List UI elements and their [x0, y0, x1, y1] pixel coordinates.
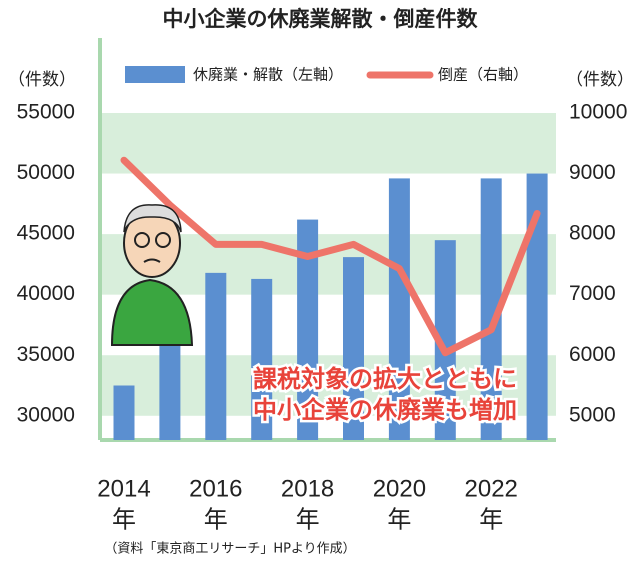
bar [388, 178, 410, 440]
grid-band [100, 113, 556, 174]
y2-axis-label: （件数） [566, 70, 634, 90]
bar [159, 323, 181, 440]
x-tick-suffix: 年 [479, 506, 503, 533]
source-note: （資料「東京商工リサーチ」HPより作成） [104, 541, 355, 557]
x-tick-suffix: 年 [296, 506, 320, 533]
bar [113, 385, 135, 440]
bar [480, 178, 502, 440]
y2-tick-label: 8000 [569, 222, 616, 245]
x-tick-suffix: 年 [204, 506, 228, 533]
legend-label: 倒産（右軸） [438, 66, 528, 84]
legend-label: 休廃業・解散（左軸） [193, 66, 343, 84]
y-tick-label: 35000 [17, 343, 75, 366]
x-tick-suffix: 年 [387, 506, 411, 533]
y-tick-label: 45000 [17, 222, 75, 245]
y-tick-label: 40000 [17, 282, 75, 305]
x-tick-suffix: 年 [112, 506, 136, 533]
y2-tick-label: 7000 [569, 282, 616, 305]
x-tick-label: 2018 [281, 475, 334, 502]
bar [434, 240, 456, 440]
bar [343, 257, 364, 440]
y-tick-label: 50000 [17, 161, 75, 184]
x-tick-label: 2014 [97, 475, 150, 502]
y-tick-label: 30000 [17, 403, 75, 426]
y2-tick-label: 6000 [569, 343, 616, 366]
bar [297, 219, 319, 440]
plot-area: 30000 35000 40000 45000 50000 55000 5000 6000 70… [17, 38, 627, 533]
y-tick-label: 55000 [17, 101, 75, 124]
bar [205, 272, 227, 440]
annotation: 中小企業の休廃業も増加 [253, 396, 517, 424]
x-tick-label: 2022 [465, 475, 518, 502]
y2-tick-label: 9000 [569, 161, 616, 184]
y2-tick-label: 5000 [569, 403, 616, 426]
y2-tick-label: 10000 [569, 101, 627, 124]
y-axis-label: （件数） [8, 70, 76, 90]
bar [526, 173, 548, 441]
annotation: 課税対象の拡大とともに [253, 365, 517, 393]
x-tick-label: 2016 [189, 475, 242, 502]
bar [251, 278, 273, 440]
illustration [110, 204, 194, 346]
legend-swatch [125, 66, 185, 83]
x-tick-label: 2020 [373, 475, 426, 502]
line [120, 156, 541, 357]
chart-title: 中小企業の休廃業解散・倒産件数 [163, 7, 479, 31]
